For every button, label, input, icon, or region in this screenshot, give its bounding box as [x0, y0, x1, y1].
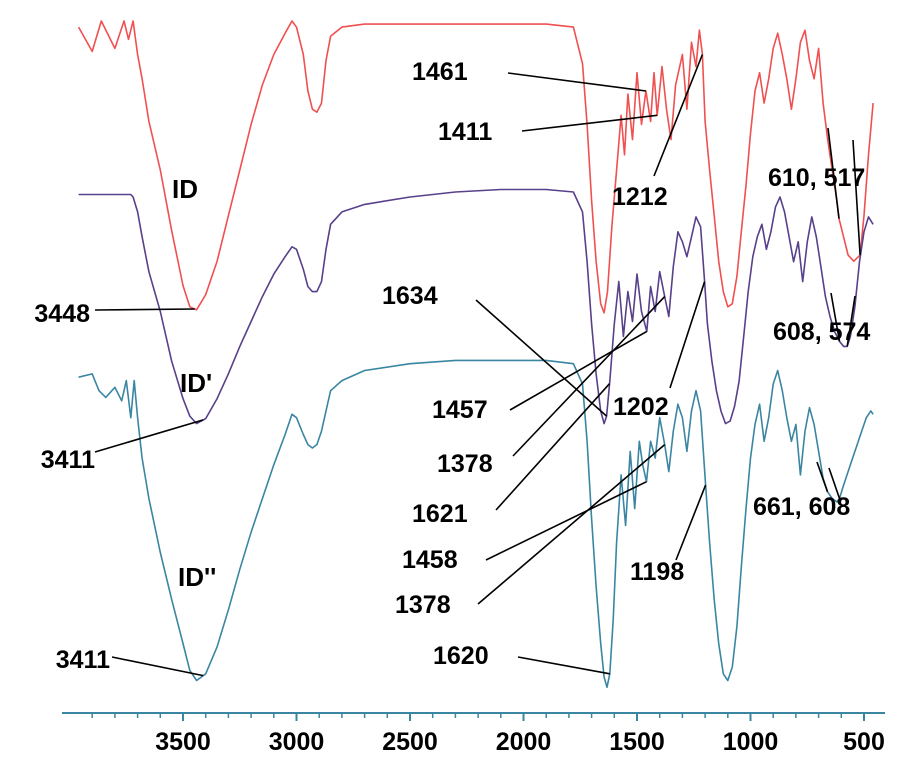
series-line-1	[77, 20, 874, 314]
annotation-leader-line	[669, 281, 706, 389]
peak-annotation-label: 1378	[437, 450, 493, 478]
annotation-leader-line	[94, 308, 195, 311]
peak-annotation-label: 1202	[613, 393, 669, 421]
x-tick-label: 1000	[723, 728, 779, 756]
series-line-3	[78, 359, 874, 689]
peak-annotation-label: 1411	[438, 118, 492, 146]
peak-annotation-label: 1461	[412, 58, 468, 86]
series-layer	[77, 20, 874, 689]
x-tick-label: 1500	[609, 728, 665, 756]
x-tick-label: 3500	[155, 728, 211, 756]
peak-annotation-label: 1620	[433, 642, 489, 670]
annotation-leader-line	[509, 330, 648, 411]
annotation-leader-line	[477, 443, 666, 605]
annotation-leader-line	[507, 72, 647, 92]
annotation-leader-line	[517, 656, 610, 675]
annotation-leader-line	[827, 127, 840, 219]
series-label-2: ID'	[180, 368, 212, 398]
x-tick-label: 2000	[496, 728, 552, 756]
peak-annotation-label: 1621	[412, 500, 468, 528]
annotation-leader-line	[846, 295, 856, 347]
annotation-leader-line	[94, 419, 204, 453]
annotation-leader-line	[830, 292, 841, 342]
annotation-leader-line	[675, 484, 707, 561]
peak-annotation-label: 610, 517	[768, 164, 865, 192]
peak-annotation-label: 3411	[41, 446, 95, 474]
peak-annotation-label: 608, 574	[773, 318, 870, 346]
x-axis: 3500 3000 2500 2000 1500 1000 500	[62, 712, 885, 756]
peak-annotation-label: 1634	[382, 282, 438, 310]
annotation-leader-line	[653, 54, 704, 177]
series-label-3: ID''	[178, 562, 216, 592]
annotation-leader-line	[485, 480, 647, 561]
x-tick-label: 2500	[382, 728, 438, 756]
annotation-layer: 1461 1411 1212 610, 517 3448 1634 608, 574 1457…	[34, 54, 870, 677]
annotation-leader-line	[816, 461, 829, 493]
annotation-leader-line	[495, 383, 611, 511]
annotation-leader-line	[475, 299, 608, 417]
x-tick-label: 500	[843, 728, 885, 756]
series-line-2	[78, 188, 874, 425]
annotation-leader-line	[512, 296, 666, 457]
peak-annotation-label: 1457	[432, 396, 488, 424]
peak-annotation-label: 1198	[630, 558, 684, 586]
annotation-leader-line	[852, 139, 861, 256]
peak-annotation-label: 661, 608	[753, 493, 850, 521]
annotation-leader-line	[828, 467, 841, 499]
peak-annotation-label: 1378	[395, 591, 451, 619]
annotation-leader-line	[521, 114, 658, 132]
x-tick-label: 3000	[269, 728, 325, 756]
peak-annotation-label: 3448	[34, 300, 90, 328]
peak-annotation-label: 1212	[612, 183, 668, 211]
annotation-leader-line	[111, 656, 204, 677]
peak-annotation-label: 1458	[402, 546, 458, 574]
peak-annotation-label: 3411	[56, 646, 110, 674]
series-label-layer: ID ID' ID''	[172, 174, 216, 592]
series-label-1: ID	[172, 174, 198, 204]
